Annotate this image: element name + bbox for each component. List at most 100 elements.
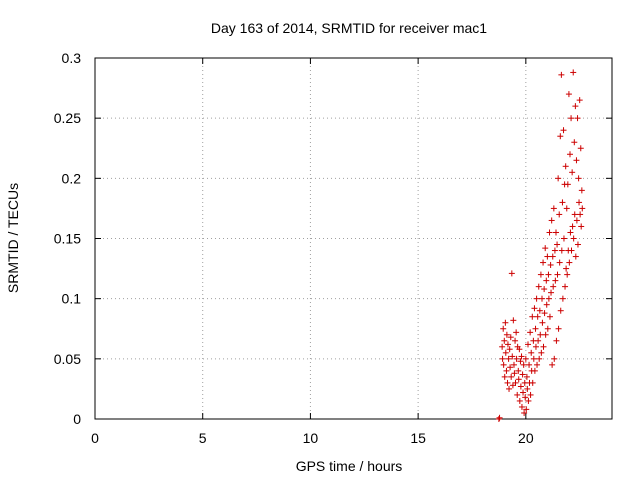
data-point [573, 217, 580, 224]
y-tick-label: 0.1 [62, 291, 82, 307]
y-tick-label: 0.25 [54, 110, 81, 126]
data-point [554, 241, 561, 248]
data-point [579, 205, 586, 212]
data-point [572, 253, 579, 260]
data-point [506, 385, 513, 392]
data-point [553, 337, 560, 344]
data-point [577, 211, 584, 218]
data-point [536, 355, 543, 362]
data-point [574, 115, 581, 122]
data-point [495, 416, 502, 422]
data-point [514, 391, 521, 398]
data-point [568, 247, 575, 254]
data-point [518, 353, 525, 360]
data-point [541, 310, 548, 317]
data-point [569, 223, 576, 230]
data-point [522, 394, 529, 401]
data-point [507, 334, 514, 341]
data-point [535, 337, 542, 344]
data-point [550, 205, 557, 212]
data-point [532, 325, 539, 332]
data-point [540, 343, 547, 350]
data-point [568, 115, 575, 122]
data-point [529, 313, 536, 320]
data-point [566, 259, 573, 266]
data-point [502, 349, 509, 356]
data-point [549, 361, 556, 368]
data-point [511, 370, 518, 377]
data-point [532, 343, 539, 350]
chart-title: Day 163 of 2014, SRMTID for receiver mac… [211, 20, 487, 36]
data-point [571, 211, 578, 218]
data-point [499, 355, 506, 362]
data-point [557, 133, 564, 140]
y-tick-label: 0.2 [62, 170, 82, 186]
data-point [520, 389, 527, 396]
data-point [546, 229, 553, 236]
data-point [540, 259, 547, 266]
data-point [519, 371, 526, 378]
data-point [548, 289, 555, 296]
data-point [508, 373, 515, 380]
data-point [570, 235, 577, 242]
data-point [513, 329, 520, 336]
y-tick-label: 0.15 [54, 231, 81, 247]
data-point [570, 69, 577, 76]
x-tick-labels: 0 5 10 15 20 [91, 430, 534, 446]
data-point [524, 385, 531, 392]
data-point [550, 283, 557, 290]
data-point [501, 373, 508, 380]
data-point [566, 151, 573, 158]
data-point [564, 181, 571, 188]
data-point [512, 337, 519, 344]
data-point [562, 283, 569, 290]
data-point [555, 325, 562, 332]
x-tick-label: 10 [303, 430, 319, 446]
data-point [545, 295, 552, 302]
tick-layer [94, 57, 612, 420]
data-point [508, 270, 515, 277]
data-point [552, 229, 559, 236]
y-tick-label: 0.05 [54, 351, 81, 367]
data-point [502, 319, 509, 326]
data-point [559, 199, 566, 206]
data-point [560, 127, 567, 134]
data-point [524, 341, 531, 348]
data-point [515, 376, 522, 383]
data-point [526, 361, 533, 368]
y-tick-labels: 0 0.05 0.1 0.15 0.2 0.25 0.3 [54, 50, 81, 427]
data-point [565, 91, 572, 98]
data-point [538, 349, 545, 356]
x-tick-label: 20 [518, 430, 534, 446]
data-point [567, 229, 574, 236]
data-point [544, 325, 551, 332]
data-point [578, 187, 585, 194]
data-point [531, 367, 538, 374]
data-point [563, 205, 570, 212]
data-point [543, 277, 550, 284]
data-point [541, 286, 548, 293]
data-point [503, 367, 510, 374]
data-point [510, 317, 517, 324]
data-point [535, 283, 542, 290]
data-point [576, 97, 583, 104]
x-tick-label: 5 [199, 430, 207, 446]
data-point [506, 346, 513, 353]
data-point [578, 223, 585, 230]
data-point [504, 379, 511, 386]
data-point [525, 397, 532, 404]
data-point [499, 343, 506, 350]
data-point [530, 355, 537, 362]
data-point [516, 346, 523, 353]
data-point [542, 245, 549, 252]
data-point [547, 261, 554, 268]
data-point [515, 367, 522, 374]
data-point [536, 307, 543, 314]
data-point [528, 349, 535, 356]
data-point [558, 71, 565, 78]
data-point [517, 383, 524, 390]
data-point [542, 331, 549, 338]
data-point [577, 145, 584, 152]
data-point [501, 337, 508, 344]
